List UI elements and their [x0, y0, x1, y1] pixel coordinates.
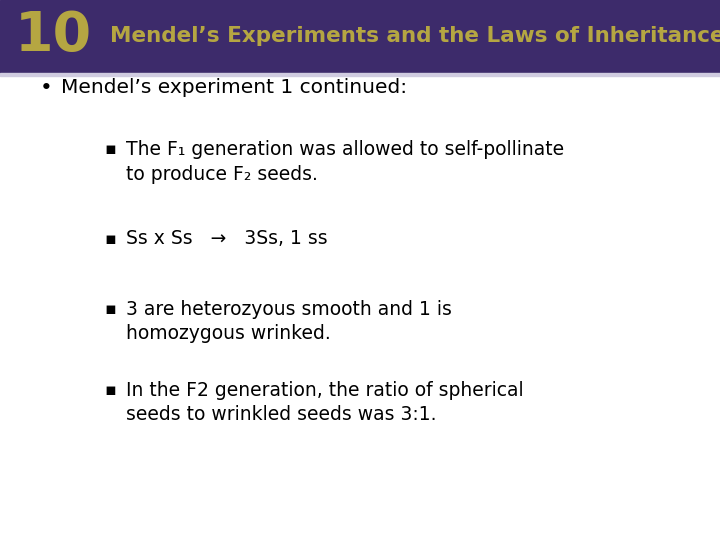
Text: 10: 10	[14, 10, 91, 63]
Text: ▪: ▪	[104, 140, 116, 158]
Text: In the F2 generation, the ratio of spherical
seeds to wrinkled seeds was 3:1.: In the F2 generation, the ratio of spher…	[126, 381, 523, 424]
Text: •: •	[40, 78, 53, 98]
Text: ▪: ▪	[104, 300, 116, 318]
Text: ▪: ▪	[104, 230, 116, 247]
Bar	[0, 0, 720, 73]
Text: The F₁ generation was allowed to self-pollinate
to produce F₂ seeds.: The F₁ generation was allowed to self-po…	[126, 140, 564, 184]
Text: Mendel’s experiment 1 continued:: Mendel’s experiment 1 continued:	[61, 78, 408, 97]
Text: 3 are heterozyous smooth and 1 is
homozygous wrinked.: 3 are heterozyous smooth and 1 is homozy…	[126, 300, 452, 343]
Text: Mendel’s Experiments and the Laws of Inheritance: Mendel’s Experiments and the Laws of Inh…	[110, 26, 720, 46]
Text: Ss x Ss   →   3Ss, 1 ss: Ss x Ss → 3Ss, 1 ss	[126, 230, 328, 248]
Text: ▪: ▪	[104, 381, 116, 399]
Bar	[0, 73, 720, 76]
